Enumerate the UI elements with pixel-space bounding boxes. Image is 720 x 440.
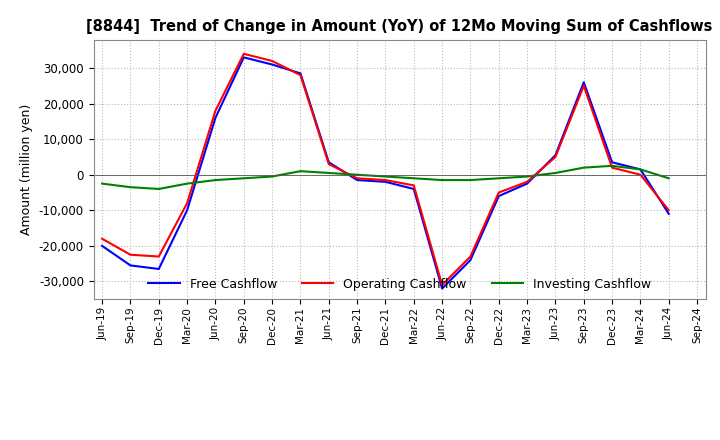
- Operating Cashflow: [523, 179, 531, 184]
- Investing Cashflow: [353, 172, 361, 177]
- Free Cashflow: [495, 194, 503, 199]
- Free Cashflow: [551, 153, 559, 158]
- Investing Cashflow: [466, 177, 474, 183]
- Operating Cashflow: [126, 252, 135, 257]
- Operating Cashflow: [325, 161, 333, 167]
- Free Cashflow: [608, 160, 616, 165]
- Free Cashflow: [325, 160, 333, 165]
- Investing Cashflow: [240, 176, 248, 181]
- Investing Cashflow: [126, 184, 135, 190]
- Operating Cashflow: [155, 254, 163, 259]
- Operating Cashflow: [211, 108, 220, 114]
- Investing Cashflow: [211, 177, 220, 183]
- Operating Cashflow: [636, 172, 644, 177]
- Free Cashflow: [211, 115, 220, 121]
- Investing Cashflow: [580, 165, 588, 170]
- Free Cashflow: [410, 186, 418, 191]
- Investing Cashflow: [438, 177, 446, 183]
- Investing Cashflow: [268, 174, 276, 179]
- Free Cashflow: [353, 177, 361, 183]
- Operating Cashflow: [381, 177, 390, 183]
- Free Cashflow: [240, 55, 248, 60]
- Free Cashflow: [98, 243, 107, 249]
- Free Cashflow: [523, 181, 531, 186]
- Line: Investing Cashflow: Investing Cashflow: [102, 166, 669, 189]
- Y-axis label: Amount (million yen): Amount (million yen): [20, 104, 33, 235]
- Operating Cashflow: [98, 236, 107, 242]
- Operating Cashflow: [438, 282, 446, 288]
- Legend: Free Cashflow, Operating Cashflow, Investing Cashflow: Free Cashflow, Operating Cashflow, Inves…: [143, 272, 656, 296]
- Operating Cashflow: [466, 254, 474, 259]
- Free Cashflow: [580, 80, 588, 85]
- Investing Cashflow: [665, 176, 673, 181]
- Investing Cashflow: [495, 176, 503, 181]
- Free Cashflow: [268, 62, 276, 67]
- Free Cashflow: [126, 263, 135, 268]
- Operating Cashflow: [495, 190, 503, 195]
- Operating Cashflow: [551, 154, 559, 160]
- Free Cashflow: [155, 266, 163, 271]
- Line: Operating Cashflow: Operating Cashflow: [102, 54, 669, 285]
- Title: [8844]  Trend of Change in Amount (YoY) of 12Mo Moving Sum of Cashflows: [8844] Trend of Change in Amount (YoY) o…: [86, 19, 713, 34]
- Free Cashflow: [183, 208, 192, 213]
- Free Cashflow: [665, 211, 673, 216]
- Operating Cashflow: [353, 176, 361, 181]
- Free Cashflow: [438, 286, 446, 291]
- Investing Cashflow: [98, 181, 107, 186]
- Free Cashflow: [381, 179, 390, 184]
- Free Cashflow: [296, 71, 305, 76]
- Operating Cashflow: [665, 208, 673, 213]
- Investing Cashflow: [608, 163, 616, 169]
- Investing Cashflow: [325, 170, 333, 176]
- Investing Cashflow: [155, 186, 163, 191]
- Operating Cashflow: [296, 73, 305, 78]
- Operating Cashflow: [608, 165, 616, 170]
- Operating Cashflow: [183, 201, 192, 206]
- Operating Cashflow: [410, 183, 418, 188]
- Operating Cashflow: [580, 83, 588, 88]
- Operating Cashflow: [268, 58, 276, 63]
- Operating Cashflow: [240, 51, 248, 56]
- Investing Cashflow: [551, 170, 559, 176]
- Free Cashflow: [636, 167, 644, 172]
- Line: Free Cashflow: Free Cashflow: [102, 57, 669, 289]
- Investing Cashflow: [636, 167, 644, 172]
- Investing Cashflow: [523, 174, 531, 179]
- Investing Cashflow: [183, 181, 192, 186]
- Free Cashflow: [466, 257, 474, 263]
- Investing Cashflow: [381, 174, 390, 179]
- Investing Cashflow: [410, 176, 418, 181]
- Investing Cashflow: [296, 169, 305, 174]
